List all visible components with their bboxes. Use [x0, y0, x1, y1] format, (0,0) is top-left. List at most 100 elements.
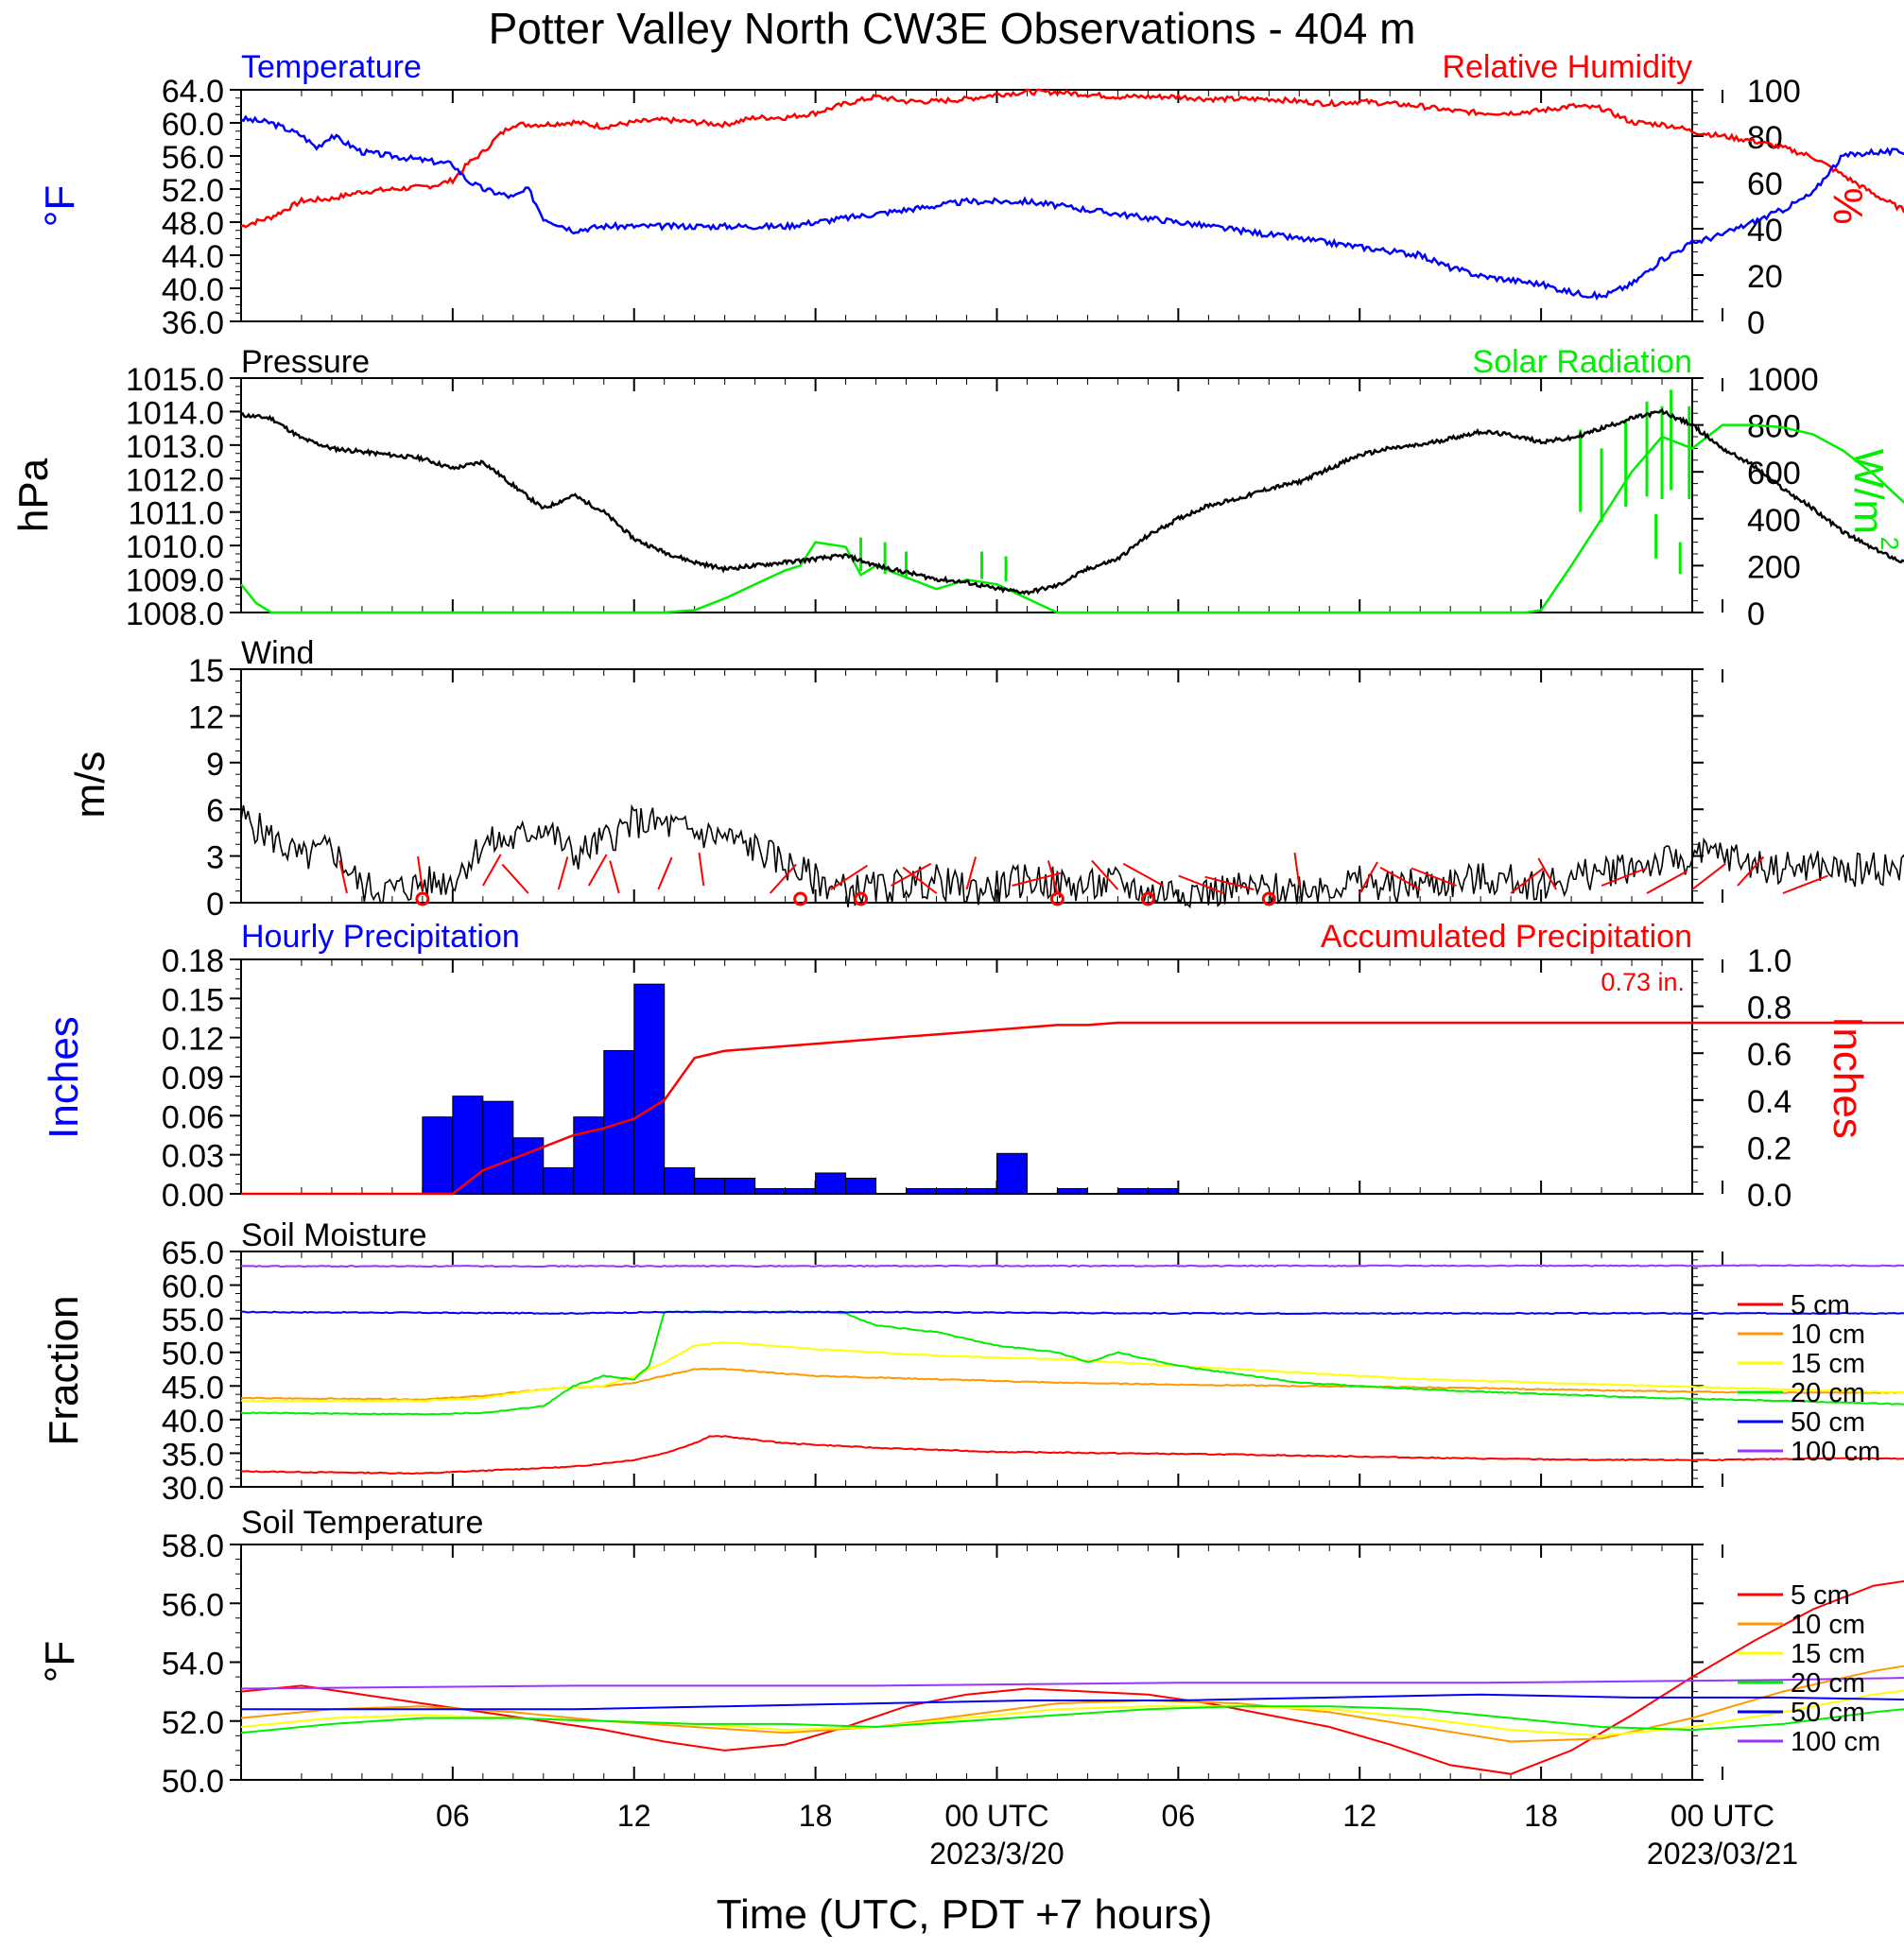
pressure-solar-frame	[240, 377, 1693, 613]
x-tick-label: 18	[1524, 1799, 1558, 1833]
temp-rh-ytick-label-left: 52.0	[162, 173, 224, 209]
wind-barb	[1782, 874, 1828, 894]
soil-moisture-legend-label: 5 cm	[1791, 1290, 1850, 1320]
precip-bar	[664, 1166, 696, 1195]
wind-barb	[830, 864, 869, 890]
precip-ytick-label-right: 0.6	[1747, 1037, 1791, 1073]
soil-temp-line-4	[240, 1705, 1904, 1734]
soil-temp-title: Soil Temperature	[241, 1505, 483, 1541]
wind-barb	[338, 860, 348, 894]
soil-moisture-line-4	[240, 1310, 1904, 1416]
hourly-precip-title: Hourly Precipitation	[241, 919, 520, 955]
soil-temp-line-2	[240, 1665, 1904, 1743]
soil-moisture-ytick-label-left: 35.0	[162, 1437, 224, 1473]
precip-bar	[815, 1172, 847, 1195]
precip-bar	[754, 1187, 787, 1195]
soil-temp-legend-label: 15 cm	[1791, 1639, 1865, 1669]
temp-rh-ytick-label-right: 0	[1747, 305, 1765, 341]
wind-unit-label: m/s	[67, 751, 113, 819]
precip-bar	[633, 983, 666, 1195]
soil-moisture-frame	[240, 1251, 1693, 1488]
solar-radiation-line	[240, 423, 1904, 614]
solar-unit-label: W/m	[1845, 449, 1892, 534]
soil-temp-legend-label: 5 cm	[1791, 1580, 1850, 1611]
pressure-solar-ytick-label-left: 1010.0	[126, 529, 224, 565]
pressure-solar-ytick-label-left: 1015.0	[126, 362, 224, 398]
wind-barb	[609, 860, 620, 894]
pressure-solar-ytick-label-right: 200	[1747, 549, 1801, 585]
pressure-solar-ytick-label-right: 1000	[1747, 362, 1819, 398]
soil-moisture-ytick-label-left: 45.0	[162, 1370, 224, 1406]
calm-wind-circle	[1140, 891, 1155, 906]
x-tick-label: 18	[799, 1799, 833, 1833]
wind-ytick-label-left: 12	[188, 699, 224, 735]
wind-ytick-label-left: 0	[206, 887, 224, 923]
accum-precip-line	[241, 1021, 1904, 1196]
precip-ytick-label-left: 0.09	[162, 1061, 224, 1096]
precip-bar	[724, 1177, 756, 1195]
soil-moisture-ytick-label-left: 30.0	[162, 1471, 224, 1507]
precip-ytick-label-right: 0.0	[1747, 1178, 1791, 1214]
soil-moisture-ytick-label-left: 50.0	[162, 1337, 224, 1372]
temp-rh-ytick-label-right: 20	[1747, 259, 1783, 295]
pressure-solar-ytick-label-left: 1012.0	[126, 462, 224, 498]
wind-ytick-label-left: 15	[188, 653, 224, 689]
pressure-solar-ytick-label-left: 1013.0	[126, 429, 224, 465]
wind-barb	[1691, 862, 1726, 890]
wind-barb	[1411, 867, 1457, 887]
precip-ytick-label-right: 0.8	[1747, 991, 1791, 1027]
soil-temp-ytick-label-left: 56.0	[162, 1587, 224, 1623]
soil-moisture-line-6	[240, 1264, 1904, 1268]
pressure-solar-ytick-label-right: 600	[1747, 456, 1801, 492]
soil-temp-ytick-label-left: 54.0	[162, 1647, 224, 1683]
pressure-solar-ytick-label-left: 1014.0	[126, 395, 224, 431]
wind-barb	[698, 852, 705, 887]
soil-moisture-unit-label: Fraction	[41, 1296, 87, 1446]
wind-barb	[1204, 875, 1255, 890]
calm-wind-circle	[1049, 891, 1065, 906]
calm-wind-circle	[793, 891, 808, 906]
precip-bar	[906, 1187, 938, 1195]
soil-moisture-line-2	[240, 1368, 1904, 1401]
precip-bar	[452, 1096, 484, 1195]
wind-barb	[1293, 852, 1301, 887]
pressure-solar-ytick-label-left: 1008.0	[126, 596, 224, 632]
wind-barb	[1537, 857, 1557, 890]
wind-barb	[557, 856, 569, 890]
wind-barb	[1047, 860, 1059, 894]
precip-bar	[603, 1049, 635, 1195]
precip-bar	[482, 1100, 514, 1195]
wind-barb	[1122, 862, 1164, 887]
precip-unit-right: Inches	[1825, 1016, 1871, 1139]
wind-title: Wind	[241, 635, 314, 671]
soil-temp-ytick-label-left: 50.0	[162, 1764, 224, 1800]
pressure-unit-label: hPa	[10, 457, 57, 532]
precip-ytick-label-left: 0.06	[162, 1099, 224, 1135]
temp-rh-ytick-label-left: 60.0	[162, 107, 224, 143]
wind-barb	[1601, 867, 1648, 887]
temp-rh-ytick-label-left: 56.0	[162, 140, 224, 176]
soil-temp-line-6	[240, 1677, 1904, 1690]
soil-temp-line-5	[241, 1693, 1904, 1711]
calm-wind-circle	[1261, 891, 1276, 906]
solar-title: Solar Radiation	[1473, 344, 1692, 380]
wind-barb	[1646, 870, 1688, 894]
wind-barb	[587, 854, 608, 887]
soil-moisture-ytick-label-left: 65.0	[162, 1235, 224, 1271]
x-tick-date-label: 2023/03/21	[1647, 1837, 1798, 1871]
pressure-solar-ytick-label-left: 1009.0	[126, 563, 224, 599]
pressure-solar-ytick-label-right: 0	[1747, 596, 1765, 632]
precip-bar	[694, 1177, 726, 1195]
wind-barb	[1379, 866, 1421, 890]
precip-ytick-label-left: 0.18	[162, 943, 224, 979]
wind-barb	[481, 854, 502, 887]
wind-barb	[1091, 859, 1119, 890]
x-tick-label: 12	[617, 1799, 651, 1833]
solar-unit-superscript: 2	[1876, 537, 1904, 550]
precip-bar	[512, 1137, 545, 1195]
calm-wind-circle	[854, 891, 869, 906]
wind-ytick-label-left: 9	[206, 747, 224, 783]
soil-temp-ytick-label-left: 58.0	[162, 1528, 224, 1564]
calm-wind-circle	[415, 891, 430, 906]
